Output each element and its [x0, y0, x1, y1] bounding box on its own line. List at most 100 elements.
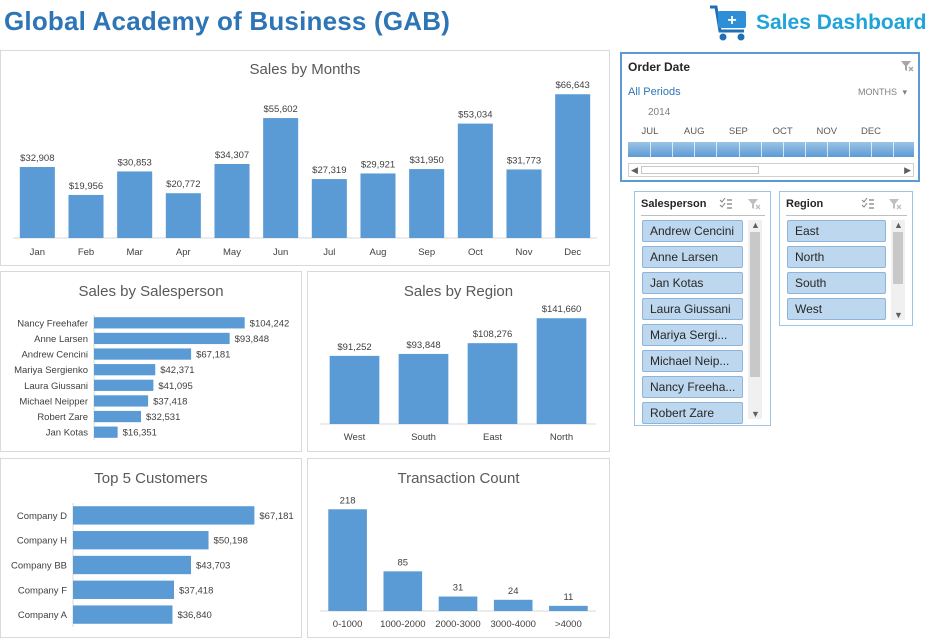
slicer-item[interactable]: Andrew Cencini	[642, 220, 743, 242]
bar	[329, 355, 380, 424]
category-label: Company F	[18, 585, 67, 596]
timeline-tick	[782, 142, 784, 157]
scroll-thumb[interactable]	[750, 232, 760, 377]
bar	[214, 163, 250, 238]
category-label: Aug	[370, 247, 387, 258]
timeline-tick	[694, 142, 696, 157]
slicer-item[interactable]: East	[787, 220, 886, 242]
chart-title: Sales by Region	[403, 283, 514, 300]
slicer-item[interactable]: Robert Zare	[642, 402, 743, 424]
timeline-month-label: DEC	[860, 126, 882, 137]
category-label: Sep	[418, 247, 435, 258]
data-label: $29,921	[361, 159, 395, 170]
category-label: Company D	[17, 511, 67, 522]
slicer-item[interactable]: Anne Larsen	[642, 246, 743, 268]
salesperson-slicer[interactable]: Salesperson Andrew Cencini Anne Larsen Jan…	[634, 191, 771, 426]
slicer-item[interactable]: Jan Kotas	[642, 272, 743, 294]
timeline-tick	[849, 142, 850, 157]
bar	[94, 395, 149, 407]
timeline-month-label: JUL	[641, 126, 659, 137]
region-scrollbar[interactable]: ▲ ▼	[891, 220, 905, 320]
data-label: $31,950	[409, 155, 443, 166]
bar	[94, 348, 192, 360]
category-label: Apr	[176, 247, 191, 258]
data-label: $93,848	[235, 334, 269, 345]
bar	[360, 173, 396, 238]
scroll-down-icon[interactable]: ▼	[894, 310, 903, 320]
data-label: 11	[563, 592, 573, 603]
multi-select-icon[interactable]	[861, 198, 875, 210]
scroll-left-icon[interactable]: ◀	[631, 165, 638, 175]
category-label: North	[550, 432, 573, 443]
data-label: $91,252	[337, 342, 371, 353]
bar	[117, 171, 153, 238]
data-label: $20,772	[166, 179, 200, 190]
data-label: $93,848	[406, 340, 440, 351]
chart-panel-customers: Top 5 Customers Company D $67,181 Company …	[0, 458, 302, 638]
data-label: $104,242	[250, 318, 290, 329]
bar	[73, 531, 209, 550]
clear-filter-icon[interactable]	[888, 198, 902, 210]
bar	[68, 194, 104, 238]
category-label: West	[344, 432, 366, 443]
category-label: Feb	[78, 247, 94, 258]
scroll-down-icon[interactable]: ▼	[751, 409, 760, 419]
scroll-thumb[interactable]	[893, 232, 903, 284]
slicer-item[interactable]: Mariya Sergi...	[642, 324, 743, 346]
timeline-month-label: NOV	[816, 126, 838, 137]
category-label: Dec	[564, 247, 581, 258]
clear-filter-icon[interactable]	[747, 198, 761, 210]
category-label: Company BB	[11, 561, 67, 572]
slicer-divider	[786, 215, 907, 216]
slicer-item[interactable]: Laura Giussani	[642, 298, 743, 320]
clear-filter-icon[interactable]	[900, 60, 914, 72]
data-label: $31,773	[507, 155, 541, 166]
timeline-tick	[738, 142, 740, 157]
scroll-right-icon[interactable]: ▶	[904, 165, 911, 175]
bar	[73, 555, 191, 575]
region-slicer[interactable]: Region East North South West ▲ ▼	[779, 191, 913, 326]
timeline-slicer[interactable]: Order Date All Periods MONTHS ▾ 2014 JUL…	[620, 52, 920, 182]
timeline-level-select[interactable]: MONTHS ▾	[858, 87, 907, 98]
scroll-up-icon[interactable]: ▲	[894, 220, 903, 230]
data-label: $30,853	[117, 157, 151, 168]
chart-panel-months: Sales by Months $32,908 Jan $19,956 Feb $30,…	[0, 50, 610, 266]
data-label: $43,703	[196, 561, 230, 572]
data-label: $16,351	[123, 428, 157, 439]
data-label: $66,643	[555, 80, 589, 91]
slicer-item[interactable]: North	[787, 246, 886, 268]
shopping-cart-icon: +	[710, 5, 746, 41]
timeline-level-label: MONTHS	[858, 87, 897, 97]
timeline-selection-bar[interactable]	[628, 142, 914, 157]
slicer-item[interactable]: Nancy Freeha...	[642, 376, 743, 398]
slicer-divider	[641, 215, 765, 216]
bar	[467, 343, 518, 424]
category-label: Mar	[126, 247, 142, 258]
scroll-thumb[interactable]	[641, 166, 759, 174]
data-label: $67,181	[196, 350, 230, 361]
data-label: $108,276	[473, 329, 513, 340]
category-label: South	[411, 432, 436, 443]
chart-title: Transaction Count	[397, 470, 520, 487]
timeline-tick	[716, 142, 718, 157]
multi-select-icon[interactable]	[719, 198, 733, 210]
bar	[493, 599, 533, 611]
data-label: $141,660	[542, 304, 582, 315]
bar	[263, 118, 299, 238]
bar	[94, 426, 118, 438]
data-label: $67,181	[259, 511, 293, 522]
scroll-up-icon[interactable]: ▲	[751, 220, 760, 230]
category-label: East	[483, 432, 502, 443]
category-label: 3000-4000	[490, 619, 535, 630]
slicer-item[interactable]: South	[787, 272, 886, 294]
slicer-item[interactable]: West	[787, 298, 886, 320]
timeline-tick	[760, 142, 762, 157]
timeline-month-label: OCT	[772, 126, 793, 137]
timeline-tick	[826, 142, 828, 157]
timeline-scrollbar[interactable]: ◀ ▶	[628, 163, 914, 177]
category-label: Jun	[273, 247, 288, 258]
category-label: Oct	[468, 247, 483, 258]
salesperson-scrollbar[interactable]: ▲ ▼	[748, 220, 762, 419]
slicer-item[interactable]: Michael Neip...	[642, 350, 743, 372]
data-label: $42,371	[160, 365, 194, 376]
